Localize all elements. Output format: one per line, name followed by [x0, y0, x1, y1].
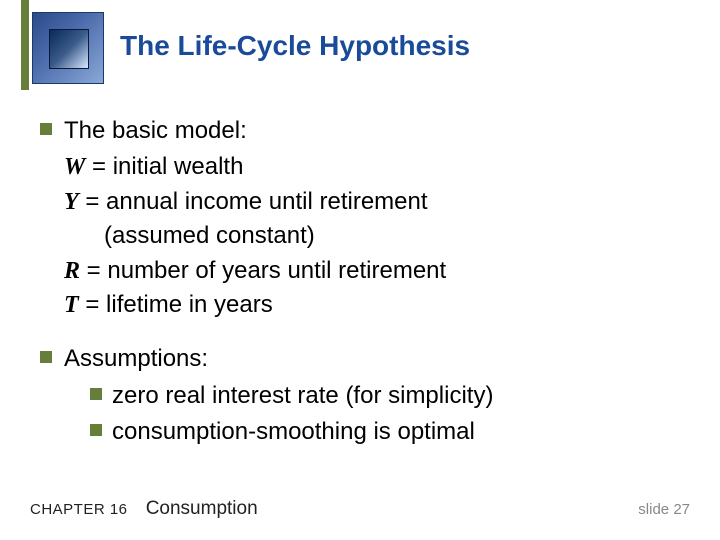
bullet-text: Assumptions: — [64, 343, 208, 375]
chapter-topic: Consumption — [146, 498, 258, 519]
chapter-label: CHAPTER 16 — [30, 501, 128, 518]
footer-left: CHAPTER 16 Consumption — [30, 498, 258, 520]
slide-decorative-image-inner — [49, 29, 89, 69]
def-line: Y = annual income until retirement — [64, 186, 670, 218]
slide-number: slide 27 — [638, 501, 690, 518]
def-line-cont: (assumed constant) — [64, 220, 670, 252]
slide-title: The Life-Cycle Hypothesis — [120, 30, 470, 62]
square-bullet-icon — [90, 388, 102, 400]
assumption-text: consumption-smoothing is optimal — [112, 416, 475, 448]
def-t: = lifetime in years — [79, 291, 273, 318]
def-line: W = initial wealth — [64, 151, 670, 183]
sub-bullet-item: consumption-smoothing is optimal — [90, 416, 670, 448]
var-r: R — [64, 258, 80, 284]
var-w: W — [64, 154, 85, 180]
bullet-item-1: The basic model: — [40, 115, 670, 147]
section-assumptions: Assumptions: zero real interest rate (fo… — [40, 343, 670, 448]
slide-footer: CHAPTER 16 Consumption slide 27 — [30, 498, 690, 520]
slide-decorative-image — [32, 12, 104, 84]
square-bullet-icon — [40, 123, 52, 135]
assumption-list: zero real interest rate (for simplicity)… — [90, 380, 670, 449]
model-definitions: W = initial wealth Y = annual income unt… — [64, 151, 670, 321]
bullet-item-2: Assumptions: — [40, 343, 670, 375]
slide-content: The basic model: W = initial wealth Y = … — [40, 115, 670, 453]
var-t: T — [64, 292, 79, 318]
def-y: = annual income until retirement — [79, 188, 428, 215]
square-bullet-icon — [90, 424, 102, 436]
def-r: = number of years until retirement — [80, 257, 446, 284]
def-w: = initial wealth — [85, 153, 243, 180]
assumption-text: zero real interest rate (for simplicity) — [112, 380, 493, 412]
var-y: Y — [64, 189, 79, 215]
def-line: R = number of years until retirement — [64, 255, 670, 287]
def-line: T = lifetime in years — [64, 289, 670, 321]
bullet-text: The basic model: — [64, 115, 247, 147]
accent-bar — [21, 0, 29, 90]
sub-bullet-item: zero real interest rate (for simplicity) — [90, 380, 670, 412]
square-bullet-icon — [40, 351, 52, 363]
